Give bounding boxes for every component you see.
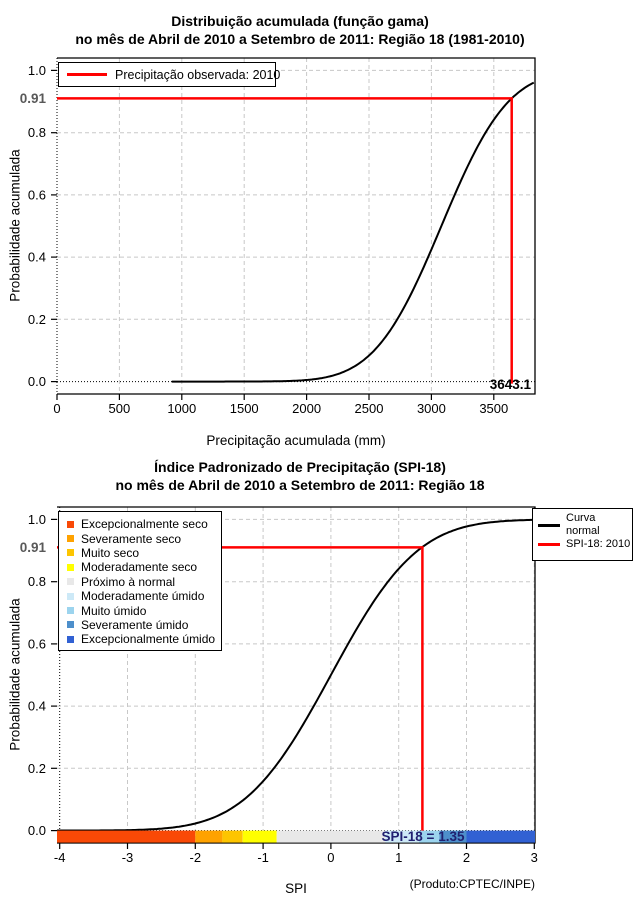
chart1-marker-value-label: 3643.1 <box>489 377 531 392</box>
series-label: SPI-18: 2010 <box>566 538 631 550</box>
chart1-prob-091-label: 0.91 <box>19 91 46 106</box>
x-tick-label: 3500 <box>479 401 508 416</box>
y-tick-label: 0.2 <box>28 761 46 776</box>
category-bar-segment <box>57 830 196 843</box>
category-bar-segment <box>195 830 223 843</box>
y-tick-label: 1.0 <box>28 63 46 78</box>
category-bar-segment <box>222 830 243 843</box>
x-tick-label: 2 <box>463 850 470 865</box>
chart1-y-axis-label: Probabilidade acumulada <box>7 149 23 302</box>
chart2-title: Índice Padronizado de Precipitação (SPI-… <box>154 459 446 475</box>
product-credit: (Produto:CPTEC/INPE) <box>409 877 535 891</box>
category-swatch <box>67 621 74 629</box>
y-tick-label: 0.8 <box>28 125 46 140</box>
legend-item: Moderadamente seco <box>67 560 221 574</box>
marker-line <box>57 97 513 384</box>
x-tick-label: -3 <box>122 850 134 865</box>
series-label: Curva normal <box>566 512 600 537</box>
y-tick-label: 0.0 <box>28 374 46 389</box>
y-tick-label: 0.0 <box>28 823 46 838</box>
category-swatch <box>67 535 74 543</box>
x-tick-label: 0 <box>327 850 334 865</box>
x-tick-label: 1500 <box>230 401 259 416</box>
x-tick-label: 500 <box>109 401 131 416</box>
y-tick-label: 0.6 <box>28 636 46 651</box>
category-label: Próximo à normal <box>81 574 176 589</box>
legend-item: Severamente seco <box>67 531 221 546</box>
y-tick-label: 0.8 <box>28 574 46 589</box>
category-bar-segment <box>385 830 420 843</box>
category-label: Muito seco <box>81 545 140 560</box>
chart1-subtitle: no mês de Abril de 2010 a Setembro de 20… <box>75 31 525 47</box>
chart2-y-axis-label: Probabilidade acumulada <box>7 598 23 751</box>
category-bar-segment <box>466 830 535 843</box>
category-label: Severamente úmido <box>81 617 189 632</box>
category-label: Severamente seco <box>81 531 182 546</box>
category-swatch <box>67 520 74 528</box>
legend-item: Muito seco <box>67 546 221 560</box>
legend-item: Excepcionalmente úmido <box>67 632 221 646</box>
x-tick-label: 3 <box>531 850 538 865</box>
category-label: Moderadamente seco <box>81 560 198 575</box>
chart2-x-axis-label: SPI <box>285 881 307 896</box>
category-label: Moderadamente úmido <box>81 589 205 604</box>
chart1-legend: Precipitação observada: 2010 <box>58 62 280 87</box>
x-tick-label: -1 <box>257 850 269 865</box>
category-bar-segment <box>276 830 386 843</box>
y-tick-label: 0.4 <box>28 699 46 714</box>
category-swatch <box>67 635 74 643</box>
plot-border <box>57 57 536 395</box>
category-swatch <box>67 549 74 557</box>
red-line-swatch <box>538 543 560 546</box>
y-tick-label: 1.0 <box>28 512 46 527</box>
category-swatch <box>67 592 74 600</box>
y-tick-label: 0.2 <box>28 312 46 327</box>
x-tick-label: 3000 <box>417 401 446 416</box>
chart2-prob-091-label: 0.91 <box>19 540 46 555</box>
chart1-x-axis-label: Precipitação acumulada (mm) <box>206 433 386 448</box>
chart1-title: Distribuição acumulada (função gama) <box>171 13 429 29</box>
category-label: Excepcionalmente seco <box>81 517 208 532</box>
y-tick-label: 0.6 <box>28 187 46 202</box>
red-line-swatch <box>67 73 107 76</box>
chart2-subtitle: no mês de Abril de 2010 a Setembro de 20… <box>115 477 485 493</box>
legend-item: Muito úmido <box>67 603 221 618</box>
chart2-category-legend: Excepcionalmente seco Severamente seco M… <box>58 511 222 651</box>
x-tick-label: -2 <box>190 850 202 865</box>
cdf-curve <box>57 518 535 832</box>
category-swatch <box>67 607 74 615</box>
x-tick-label: 1000 <box>167 401 196 416</box>
legend-item: Curva normal <box>538 512 632 538</box>
chart2-spi-value-label: SPI-18 = 1.35 <box>381 829 465 844</box>
cdf-curve <box>171 81 535 383</box>
x-tick-label: 0 <box>53 401 60 416</box>
category-label: Excepcionalmente úmido <box>81 632 216 647</box>
category-label: Muito úmido <box>81 603 147 618</box>
x-tick-label: 1 <box>395 850 402 865</box>
y-tick-label: 0.4 <box>28 250 46 265</box>
x-tick-label: 2000 <box>292 401 321 416</box>
chart2-series-legend: Curva normal SPI-18: 2010 <box>532 508 633 561</box>
category-bar-segment <box>439 830 467 843</box>
chart1-legend-label: Precipitação observada: 2010 <box>115 67 281 82</box>
category-swatch <box>67 563 74 571</box>
legend-item: Excepcionalmente seco <box>67 517 221 531</box>
category-bar-segment <box>419 830 440 843</box>
legend-item: SPI-18: 2010 <box>538 538 632 551</box>
black-line-swatch <box>538 523 560 527</box>
legend-item: Moderadamente úmido <box>67 589 221 603</box>
legend-item: Severamente úmido <box>67 618 221 632</box>
x-tick-label: -4 <box>54 850 66 865</box>
category-bar-segment <box>242 830 277 843</box>
plot-border <box>57 506 536 844</box>
category-swatch <box>67 578 74 586</box>
legend-item: Próximo à normal <box>67 575 221 589</box>
x-tick-label: 2500 <box>355 401 384 416</box>
